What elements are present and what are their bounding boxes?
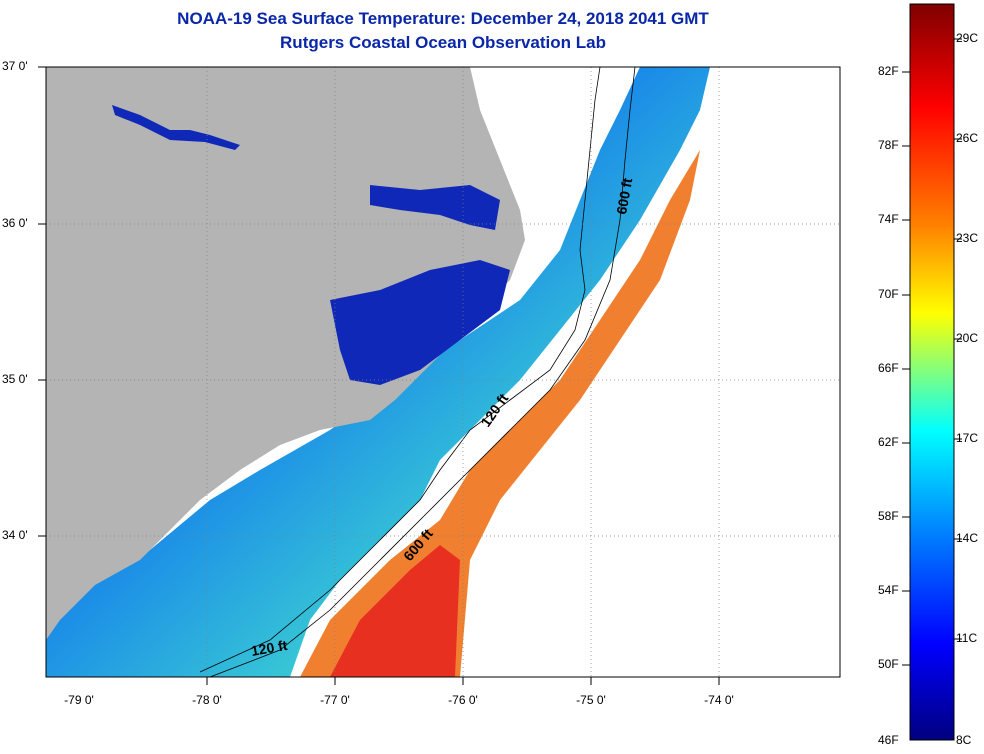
colorbar [909,3,955,741]
lon-label: -77 0' [320,693,350,707]
colorbar-c-label: 20C [956,331,979,345]
map-frame [45,66,841,678]
coastal-water [46,67,710,677]
colorbar-c-label: 29C [956,31,979,45]
colorbar-ticks [902,38,962,666]
albemarle-sound [370,185,500,230]
pamlico-sound [330,260,510,385]
colorbar-c-label: 23C [956,231,979,245]
colorbar-f-label: 58F [878,509,899,523]
lon-label: -78 0' [192,693,222,707]
colorbar-f-label: 66F [878,361,899,375]
map-subtitle: Rutgers Coastal Ocean Observation Lab [280,33,606,52]
map-title: NOAA-19 Sea Surface Temperature: Decembe… [177,9,709,28]
colorbar-f-label: 70F [878,287,899,301]
contour-120ft [199,67,601,673]
colorbar-c-label: 8C [956,733,972,747]
lat-label: 34 0' [2,528,28,542]
contour-label: 600 ft [613,176,635,215]
colorbar-c-label: 26C [956,131,979,145]
lat-label: 36 0' [2,216,28,230]
colorbar-c-label: 17C [956,431,979,445]
colorbar-c-label: 14C [956,531,979,545]
axis-ticks [38,66,720,685]
colorbar-f-label: 74F [878,212,899,226]
contour-label: 120 ft [250,637,289,659]
lon-label: -74 0' [704,693,734,707]
graticule [46,67,840,677]
lon-label: -75 0' [576,693,606,707]
lon-label: -79 0' [64,693,94,707]
inland-river [112,105,240,150]
gulf-stream-region [300,150,700,677]
lon-label: -76 0' [448,693,478,707]
lat-label: 35 0' [2,372,28,386]
colorbar-f-label: 50F [878,657,899,671]
colorbar-f-label: 54F [878,583,899,597]
colorbar-c-label: 11C [956,631,978,645]
contour-600ft [209,67,636,677]
colorbar-f-label: 46F [878,733,899,747]
gulf-stream-core [330,545,460,677]
colorbar-f-label: 62F [878,435,899,449]
colorbar-f-label: 82F [878,64,899,78]
colorbar-f-label: 78F [878,138,899,152]
lat-label: 37 0' [2,59,28,73]
